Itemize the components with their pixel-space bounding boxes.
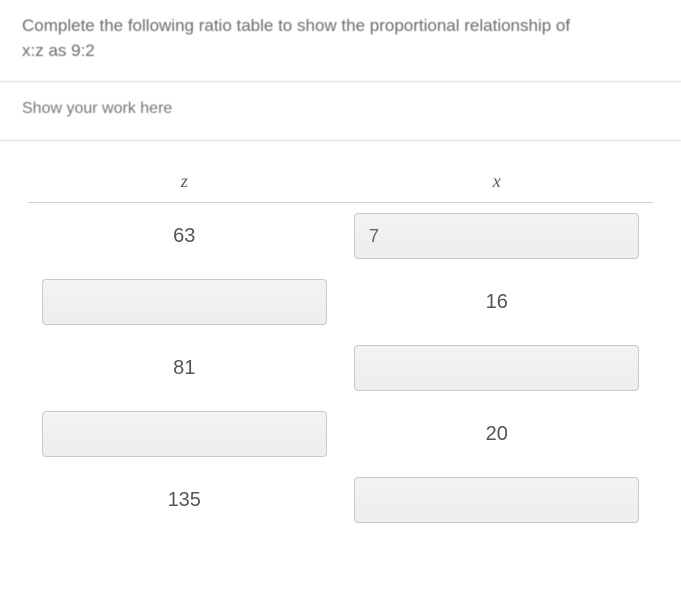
table-row: 81 — [28, 335, 653, 401]
z-input[interactable] — [42, 279, 327, 325]
ratio-table-section: z x 63 16 81 20 135 — [0, 141, 681, 553]
z-value: 135 — [168, 489, 201, 511]
table-row: 20 — [28, 401, 653, 467]
table-row: 135 — [28, 467, 653, 533]
table-row: 16 — [28, 269, 653, 335]
question-prompt: Complete the following ratio table to sh… — [0, 0, 681, 82]
table-row: 63 — [28, 203, 653, 270]
x-value: 16 — [486, 291, 508, 313]
x-value: 20 — [486, 423, 508, 445]
show-work-label: Show your work here — [22, 100, 172, 117]
ratio-table: z x 63 16 81 20 135 — [28, 171, 653, 533]
question-line1: Complete the following ratio table to sh… — [22, 16, 570, 35]
z-value: 63 — [173, 225, 195, 247]
show-work-area[interactable]: Show your work here — [0, 82, 681, 141]
z-value: 81 — [173, 357, 195, 379]
x-input[interactable] — [354, 345, 639, 391]
z-input[interactable] — [42, 411, 327, 457]
column-header-z: z — [28, 171, 341, 203]
column-header-x: x — [341, 171, 654, 203]
x-input[interactable] — [354, 213, 639, 259]
x-input[interactable] — [354, 477, 639, 523]
question-line2: x:z as 9:2 — [22, 41, 95, 60]
